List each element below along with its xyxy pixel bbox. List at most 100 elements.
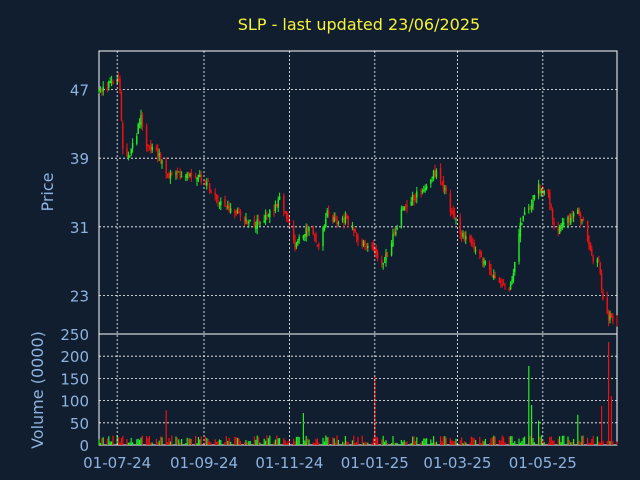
volume-bar (568, 440, 570, 445)
volume-bar (351, 440, 353, 445)
volume-bar (475, 439, 477, 445)
candle-body (346, 215, 348, 219)
volume-bar (361, 435, 363, 445)
volume-bar (284, 440, 286, 445)
candle-body (472, 242, 474, 244)
volume-bar (356, 442, 358, 445)
candle-body (215, 194, 218, 199)
volume-bar (279, 438, 281, 445)
volume-bar (371, 443, 373, 445)
volume-bar (316, 438, 318, 445)
candle-body (186, 173, 188, 178)
candle-body (421, 191, 424, 193)
candle-body (463, 234, 466, 241)
candle-body (204, 180, 207, 184)
candle-body (259, 222, 261, 224)
volume-bar (228, 437, 230, 445)
volume-bar (160, 436, 162, 445)
candle-body (137, 124, 139, 134)
candle-body (225, 205, 228, 207)
volume-bar (423, 438, 425, 445)
candle-body (542, 186, 544, 193)
candle-body (568, 214, 571, 223)
volume-bar (141, 435, 143, 445)
volume-bar (416, 437, 418, 445)
candle-body (161, 160, 163, 164)
candle-body (479, 251, 481, 254)
volume-bar (165, 410, 167, 445)
volume-bar (616, 441, 618, 445)
chart-title: SLP - last updated 23/06/2025 (238, 15, 480, 34)
candle-body (530, 205, 533, 209)
volume-bar (599, 442, 601, 445)
volume-bar (146, 436, 148, 445)
volume-bar (444, 436, 446, 445)
candle-body (194, 175, 197, 179)
candle-body (229, 208, 232, 213)
candle-body (372, 245, 375, 251)
volume-bar (542, 440, 544, 445)
volume-bar (529, 436, 531, 445)
volume-bar (287, 441, 289, 445)
volume-bar (483, 441, 485, 445)
candles (98, 72, 618, 327)
volume-bar (200, 436, 202, 445)
volume-bar (547, 442, 549, 445)
volume-bar (207, 438, 209, 445)
candle-body (403, 206, 405, 210)
volume-bar (298, 437, 300, 445)
volume-bar (367, 442, 369, 445)
candle-body (382, 262, 384, 265)
candle-body (616, 320, 618, 322)
candle-body (452, 210, 454, 215)
candle-body (276, 203, 278, 207)
candle-body (390, 243, 393, 256)
volume-bar (433, 436, 435, 445)
candle-body (606, 297, 608, 314)
candle-body (385, 253, 387, 262)
candle-body (523, 211, 526, 216)
candle-body (543, 190, 545, 195)
volume-bar (392, 436, 394, 445)
candle-body (411, 195, 414, 201)
candle-body (547, 189, 550, 195)
candle-body (420, 190, 422, 192)
volume-bar (519, 442, 521, 445)
volume-bar (445, 437, 447, 445)
volume-bar (227, 440, 229, 445)
volume-bars (98, 341, 618, 445)
volume-bar (410, 442, 412, 445)
volume-bar (504, 442, 506, 445)
volume-bar (119, 442, 121, 445)
candle-body (551, 209, 554, 220)
volume-bar (190, 438, 192, 445)
x-tick-label: 01-01-25 (341, 454, 409, 472)
volume-bar (395, 442, 397, 445)
volume-tick-label: 100 (60, 393, 89, 411)
volume-bar (421, 440, 423, 445)
volume-tick-label: 150 (60, 370, 89, 388)
candle-body (246, 221, 249, 224)
candle-body (449, 193, 452, 212)
candle-body (285, 211, 288, 219)
volume-tick-label: 50 (70, 415, 89, 433)
volume-bar (577, 414, 579, 445)
candle-body (483, 261, 485, 265)
volume-bar (150, 442, 152, 445)
volume-bar (524, 436, 526, 445)
candle-body (563, 222, 565, 225)
candle-body (130, 149, 132, 155)
volume-bar (315, 439, 317, 445)
candle-body (537, 184, 540, 194)
candle-body (491, 275, 494, 277)
volume-bar (224, 442, 226, 445)
candle-body (256, 219, 258, 229)
volume-bar (325, 435, 327, 445)
candle-body (295, 243, 298, 248)
price-tick-label: 47 (70, 82, 89, 100)
candle-body (553, 221, 555, 226)
candle-body (297, 240, 299, 243)
candle-body (304, 234, 306, 236)
volume-bar (102, 437, 104, 445)
volume-bar (402, 441, 404, 445)
